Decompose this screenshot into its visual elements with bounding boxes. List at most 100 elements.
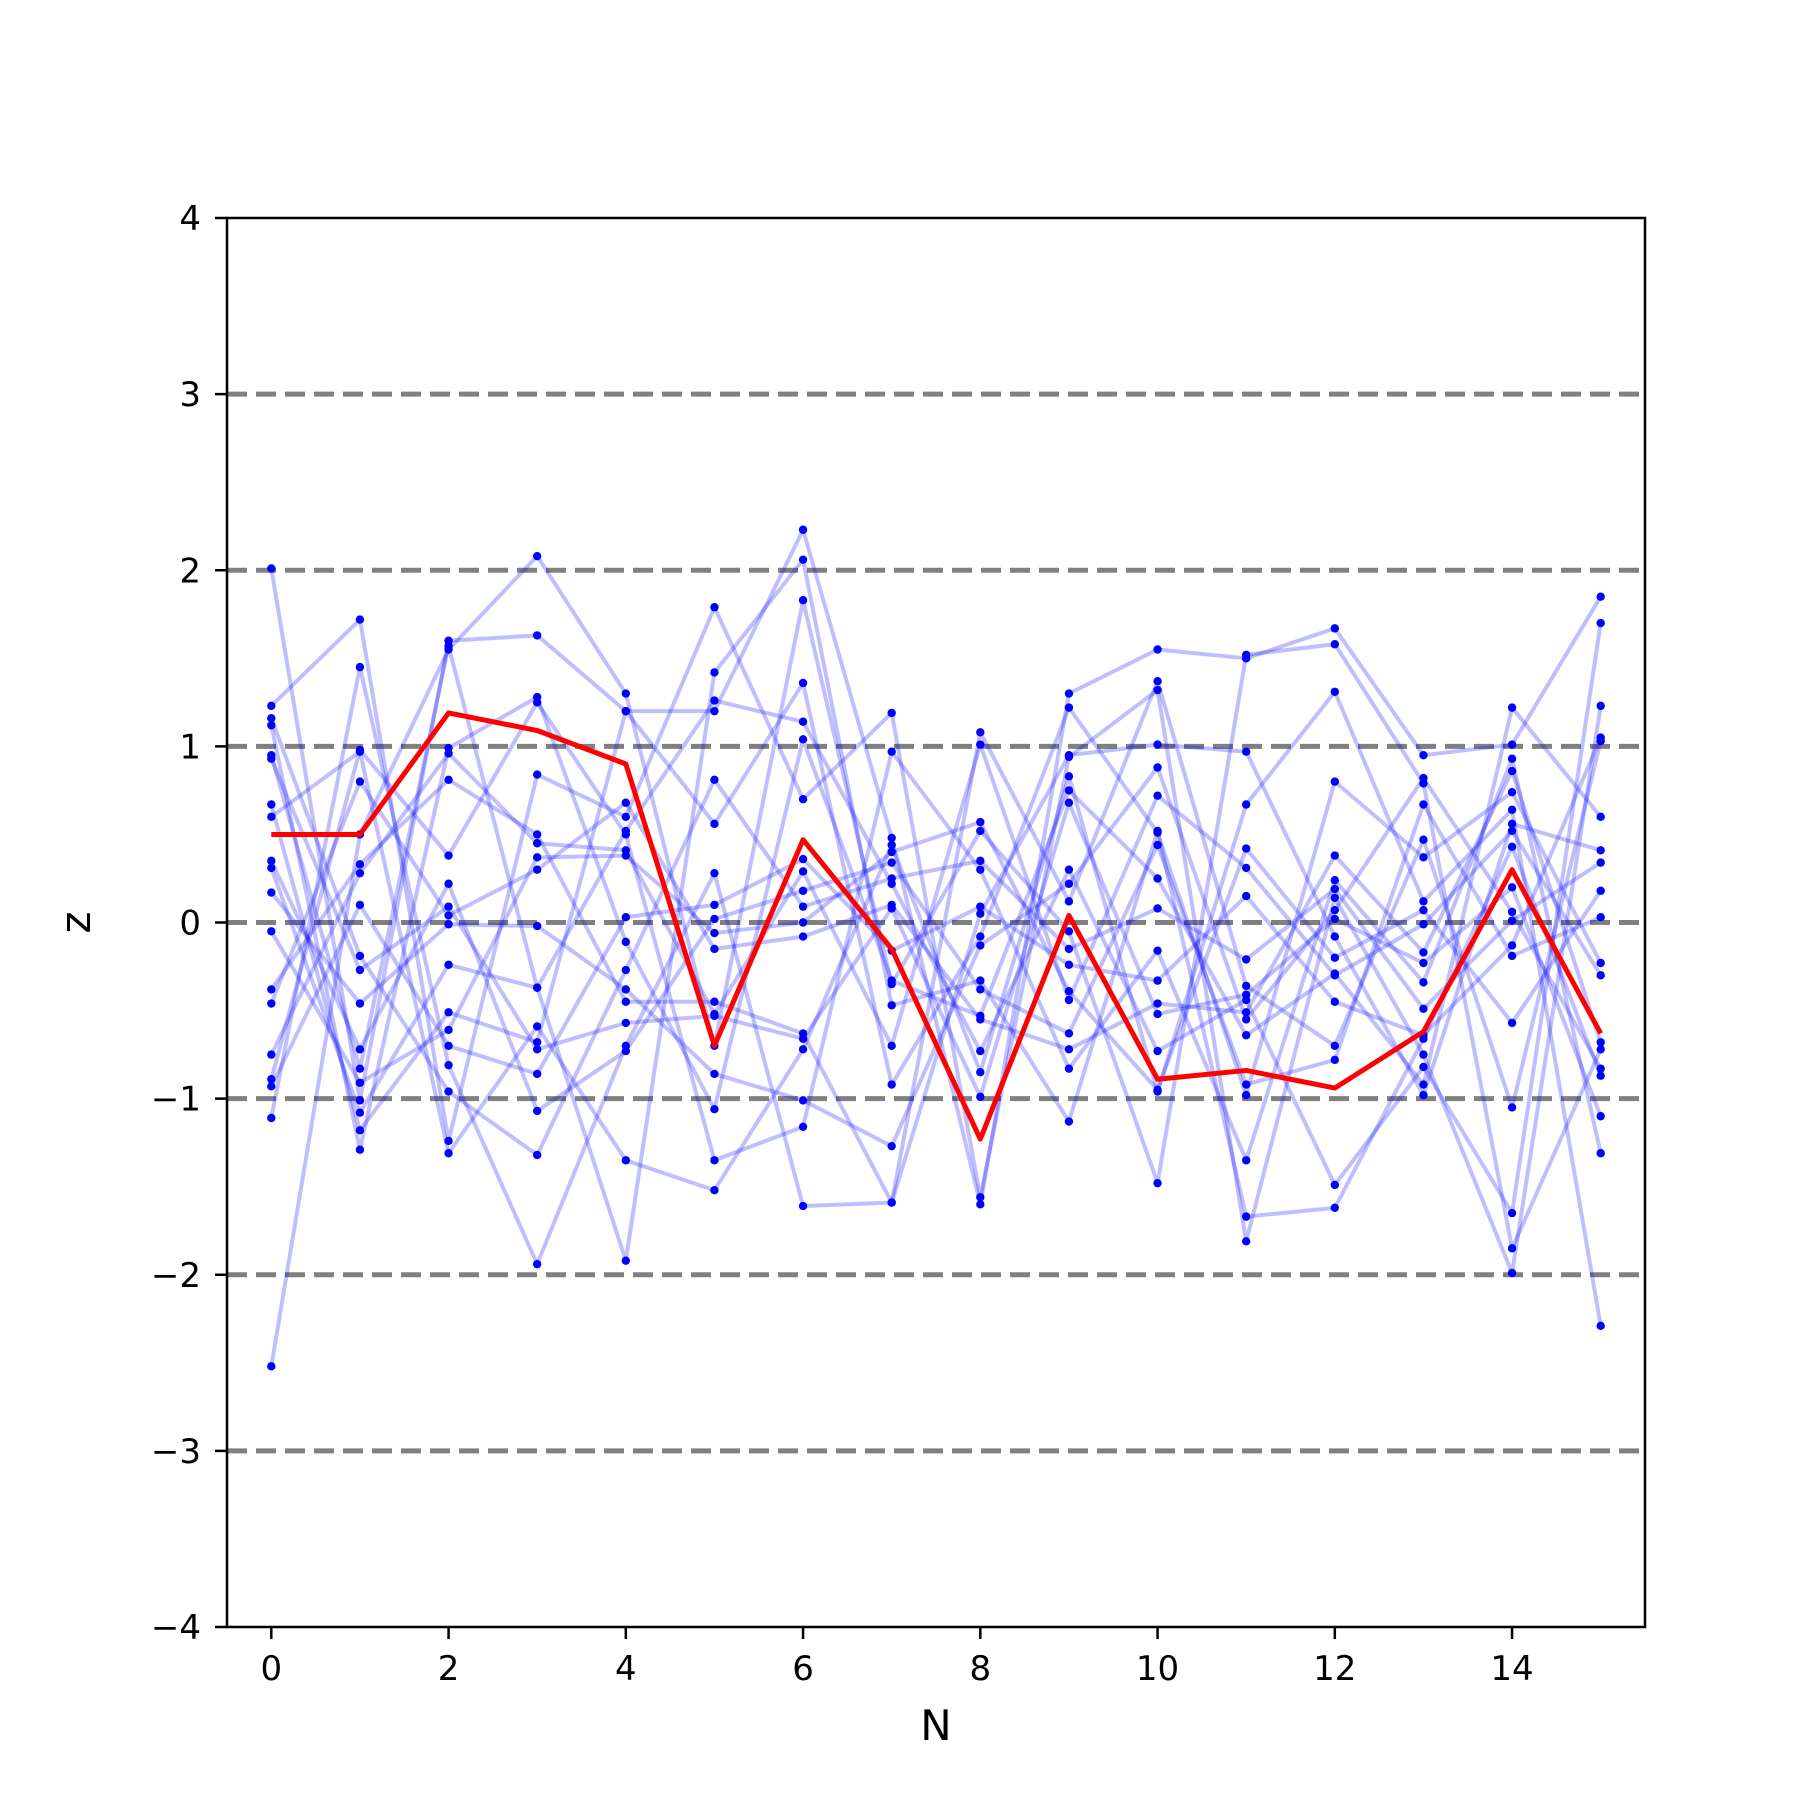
sample-point (710, 997, 719, 1006)
sample-point (267, 800, 276, 809)
sample-point (1596, 1071, 1605, 1080)
sample-point (1507, 951, 1517, 961)
sample-point (1153, 1046, 1162, 1056)
sample-point (1419, 835, 1428, 844)
sample-point (444, 1136, 453, 1146)
sample-point (1330, 914, 1340, 924)
sample-point (1153, 1178, 1162, 1188)
sample-point (532, 1022, 542, 1031)
sample-point (887, 840, 896, 850)
sample-point (532, 1259, 542, 1269)
sample-point (444, 775, 453, 785)
y-tick-label: 2 (179, 551, 201, 591)
sample-point (1064, 703, 1074, 712)
sample-point (1064, 1117, 1074, 1126)
x-tick-label: 12 (1313, 1649, 1356, 1689)
sample-line (269, 557, 1603, 1263)
sample-point (1241, 1237, 1251, 1246)
sample-point (798, 1096, 808, 1105)
sample-point (444, 1008, 453, 1017)
sample-line (269, 665, 1603, 1267)
sample-point (798, 1034, 808, 1043)
sample-point (710, 1186, 719, 1195)
sample-point (1064, 689, 1074, 698)
sample-point (710, 1011, 719, 1021)
sample-point (1419, 800, 1428, 809)
sample-point (976, 941, 985, 950)
mean-line (271, 710, 1603, 1142)
sample-point (444, 641, 453, 651)
sample-point (1507, 740, 1517, 749)
y-tick-label: −4 (151, 1608, 201, 1648)
sample-point (1596, 846, 1605, 855)
sample-point (1153, 1009, 1162, 1019)
sample-point (710, 900, 719, 910)
sample-points (267, 525, 1605, 1371)
sample-point (887, 847, 896, 857)
sample-point (798, 717, 808, 726)
sample-point (1064, 1045, 1074, 1054)
sample-point (1596, 1064, 1605, 1073)
sample-point (1064, 772, 1074, 781)
sample-point (267, 713, 276, 723)
sample-point (355, 1064, 365, 1073)
sample-point (1419, 1080, 1428, 1089)
sample-point (1419, 948, 1428, 957)
sample-point (887, 1080, 896, 1089)
sample-point (976, 1193, 985, 1202)
y-tick-label: 0 (179, 904, 201, 944)
x-tick-label: 8 (969, 1649, 991, 1689)
sample-point (444, 1025, 453, 1035)
sample-point (976, 902, 985, 911)
sample-line (269, 622, 1603, 1216)
sample-point (355, 1145, 365, 1154)
sample-line (269, 757, 1603, 1117)
sample-point (267, 721, 276, 730)
sample-point (1241, 747, 1251, 756)
sample-point (887, 874, 896, 883)
sample-point (887, 1198, 896, 1207)
sample-point (1330, 932, 1340, 941)
sample-point (355, 999, 365, 1008)
sample-point (1507, 1103, 1517, 1112)
sample-point (1330, 1203, 1340, 1213)
sample-point (1153, 999, 1162, 1008)
y-tick-label: 1 (179, 727, 201, 767)
sample-point (1241, 863, 1251, 873)
sample-point (1330, 884, 1340, 894)
sample-point (444, 1041, 453, 1050)
sample-point (1507, 826, 1517, 836)
sample-point (267, 754, 276, 763)
sample-point (798, 735, 808, 744)
sample-point (1596, 1112, 1605, 1121)
sample-point (355, 615, 365, 624)
sample-point (1241, 650, 1251, 659)
sample-point (887, 904, 896, 913)
sample-point (267, 856, 276, 866)
sample-point (1330, 851, 1340, 860)
sample-line (269, 742, 1602, 1205)
sample-point (1064, 1064, 1074, 1073)
sample-point (1419, 1004, 1428, 1014)
sample-point (1064, 897, 1074, 906)
sample-point (621, 826, 631, 836)
sample-point (1241, 1156, 1251, 1165)
y-axis-label: z (51, 911, 100, 933)
sample-point (887, 833, 896, 843)
sample-point (976, 985, 985, 994)
x-tick-label: 0 (260, 1649, 282, 1689)
sample-point (1596, 733, 1605, 742)
sample-point (355, 965, 365, 975)
sample-point (798, 525, 808, 534)
reference-lines (227, 391, 1645, 1454)
x-tick-label: 10 (1136, 1649, 1179, 1689)
sample-point (1241, 844, 1251, 853)
sample-point (1330, 777, 1340, 786)
sample-point (532, 698, 542, 707)
sample-point (621, 937, 631, 947)
sample-point (621, 997, 631, 1006)
sample-point (1507, 703, 1517, 712)
sample-point (355, 777, 365, 786)
sample-point (355, 1078, 365, 1087)
sample-point (1419, 773, 1428, 783)
